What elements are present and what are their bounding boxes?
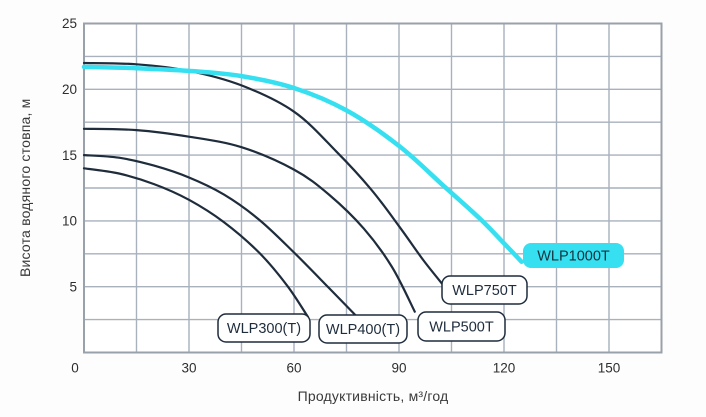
x-tick-label-30: 30 [181,361,196,376]
y-tick-label-10: 10 [62,214,77,229]
series-label-box [217,313,311,343]
y-tick-label-15: 15 [62,148,77,163]
series-label-text: WLP400(T) [326,322,400,338]
y-tick-label-20: 20 [62,82,77,97]
series-label-text: WLP300(T) [227,321,301,337]
series-label-text: WLP500T [429,320,494,336]
series-label-WLP1000T: WLP1000T [523,243,624,268]
y-axis-title: Висота водяного стовпа, м [17,98,33,278]
series-label-text: WLP750T [452,283,517,299]
x-tick-label-150: 150 [598,361,621,376]
series-label-text: WLP1000T [537,249,610,265]
series-label-WLP300(T): WLP300(T) [217,313,311,343]
series-label-box [417,311,506,342]
curve-WLP500T [82,127,416,313]
x-tick-label-0: 0 [71,361,79,376]
axis-tick-labels: 0 30 60 90 120 150 5 10 15 20 25 [62,16,620,375]
series-label-box [318,314,408,344]
series-label-WLP500T: WLP500T [417,311,506,342]
curve-WLP400(T) [82,154,357,317]
curve-WLP750T [82,61,446,288]
plot-border [83,22,663,354]
x-tick-label-120: 120 [493,361,516,376]
series-label-box [441,275,528,305]
x-tick-label-60: 60 [286,361,301,376]
x-tick-label-90: 90 [391,361,406,376]
series-label-WLP400(T): WLP400(T) [318,314,408,344]
series-label-box [523,243,624,268]
curve-WLP300(T) [82,167,310,319]
series-labels: WLP300(T) WLP400(T) WLP500T WLP750T WLP1000T [217,243,624,344]
curve-WLP1000T [81,64,524,264]
curves [81,61,524,319]
series-label-WLP750T: WLP750T [441,275,528,305]
x-axis-title: Продуктивність, м³/год [297,388,449,404]
y-tick-label-25: 25 [62,16,77,31]
y-tick-label-5: 5 [69,279,77,294]
